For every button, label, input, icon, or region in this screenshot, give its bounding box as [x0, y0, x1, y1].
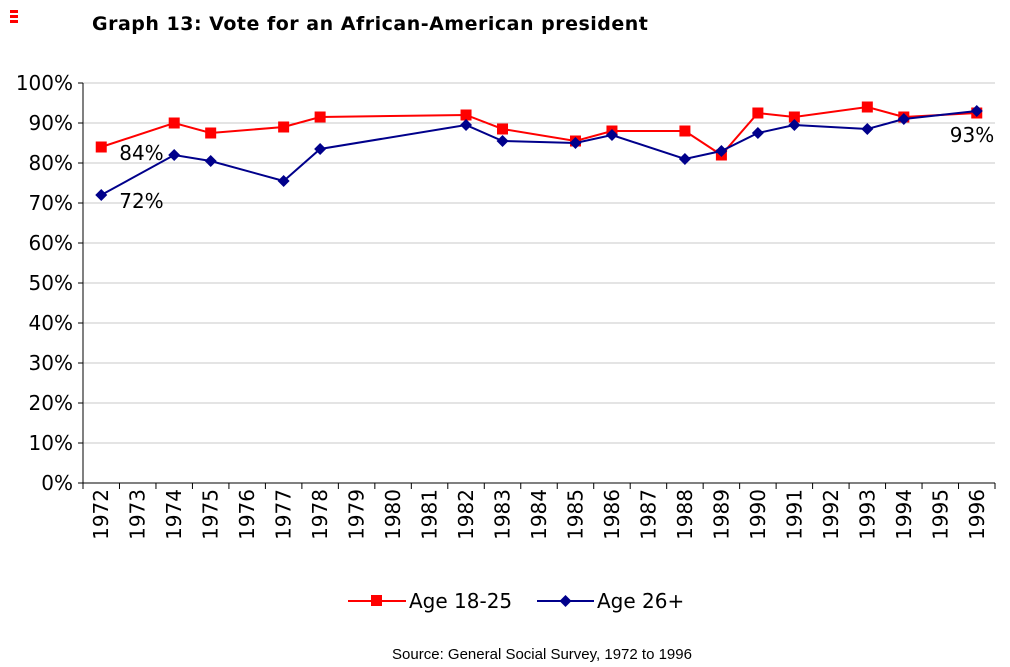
data-point-square	[497, 123, 509, 135]
data-label: 84%	[119, 141, 163, 165]
x-tick-label: 1992	[819, 489, 843, 540]
axes	[78, 82, 996, 489]
data-point-diamond	[605, 129, 618, 141]
data-point-diamond	[751, 127, 764, 139]
y-tick-label: 30%	[29, 351, 73, 375]
y-tick-label: 100%	[16, 71, 73, 95]
y-tick-label: 80%	[29, 151, 73, 175]
source-note: Source: General Social Survey, 1972 to 1…	[392, 646, 692, 663]
series-line-age-26	[100, 110, 977, 196]
data-point-diamond	[861, 123, 874, 135]
series-line-age-18-25	[100, 105, 977, 157]
data-point-diamond	[715, 145, 728, 157]
data-point-square	[205, 127, 217, 139]
data-point-diamond	[168, 149, 181, 161]
legend-marker-square-icon	[371, 595, 382, 606]
x-tick-label: 1978	[308, 489, 332, 540]
data-point-square	[314, 111, 326, 123]
x-tick-label: 1989	[709, 489, 733, 540]
x-tick-label: 1985	[563, 489, 587, 540]
x-tick-label: 1982	[454, 489, 478, 540]
data-point-square	[278, 121, 290, 133]
x-tick-label: 1991	[782, 489, 806, 540]
y-tick-label: 50%	[29, 271, 73, 295]
x-tick-label: 1972	[89, 489, 113, 540]
y-tick-label: 40%	[29, 311, 73, 335]
x-tick-label: 1993	[855, 489, 879, 540]
x-tick-label: 1974	[162, 489, 186, 540]
data-point-diamond	[460, 119, 473, 131]
data-point-square	[752, 107, 764, 119]
chart-title: Graph 13: Vote for an African-American p…	[92, 13, 648, 35]
x-tick-label: 1983	[491, 489, 515, 540]
x-tick-label: 1973	[126, 489, 150, 540]
x-tick-label: 1980	[381, 489, 405, 540]
legend: Age 18-25 Age 26+	[348, 589, 684, 613]
y-axis-ticks: 0% 10% 20% 30% 40% 50% 60% 70% 80% 90% 100%	[16, 71, 73, 495]
x-tick-label: 1984	[527, 489, 551, 540]
data-point-diamond	[277, 175, 290, 187]
data-point-square	[788, 111, 800, 123]
y-tick-label: 70%	[29, 191, 73, 215]
x-tick-label: 1995	[928, 489, 952, 540]
logo-icon	[10, 10, 18, 23]
y-tick-label: 0%	[41, 471, 73, 495]
x-tick-label: 1981	[418, 489, 442, 540]
data-point-diamond	[95, 189, 108, 201]
legend-label-age-18-25: Age 18-25	[409, 589, 512, 613]
data-point-square	[679, 125, 691, 137]
data-point-diamond	[788, 119, 801, 131]
x-tick-label: 1976	[235, 489, 259, 540]
grid-lines	[83, 82, 995, 444]
data-point-diamond	[314, 143, 327, 155]
x-tick-label: 1994	[892, 489, 916, 540]
legend-label-age-26: Age 26+	[597, 589, 684, 613]
y-tick-label: 20%	[29, 391, 73, 415]
legend-item-age-18-25: Age 18-25	[348, 589, 512, 613]
data-point-diamond	[678, 153, 691, 165]
x-tick-label: 1987	[636, 489, 660, 540]
data-point-square	[168, 117, 180, 129]
legend-item-age-26: Age 26+	[537, 589, 684, 613]
data-point-diamond	[970, 105, 983, 117]
data-labels: 84% 72% 93%	[119, 123, 994, 213]
legend-marker-diamond-icon	[559, 595, 572, 607]
data-point-diamond	[204, 155, 217, 167]
data-point-diamond	[569, 137, 582, 149]
x-tick-label: 1986	[600, 489, 624, 540]
x-axis-ticks: 1972 1973 1974 1975 1976 1977 1978 1979 1980 1981…	[89, 489, 989, 540]
data-point-square	[95, 141, 107, 153]
y-tick-label: 10%	[29, 431, 73, 455]
data-point-diamond	[897, 113, 910, 125]
x-tick-label: 1975	[199, 489, 223, 540]
y-tick-label: 60%	[29, 231, 73, 255]
data-point-square	[460, 109, 472, 121]
y-tick-label: 90%	[29, 111, 73, 135]
data-label: 72%	[119, 189, 163, 213]
x-tick-label: 1988	[673, 489, 697, 540]
data-point-square	[861, 101, 873, 113]
x-tick-label: 1979	[345, 489, 369, 540]
x-tick-label: 1977	[272, 489, 296, 540]
data-label: 93%	[950, 123, 994, 147]
x-tick-label: 1990	[746, 489, 770, 540]
series-layer	[95, 101, 983, 201]
data-point-diamond	[496, 135, 509, 147]
x-tick-label: 1996	[965, 489, 989, 540]
